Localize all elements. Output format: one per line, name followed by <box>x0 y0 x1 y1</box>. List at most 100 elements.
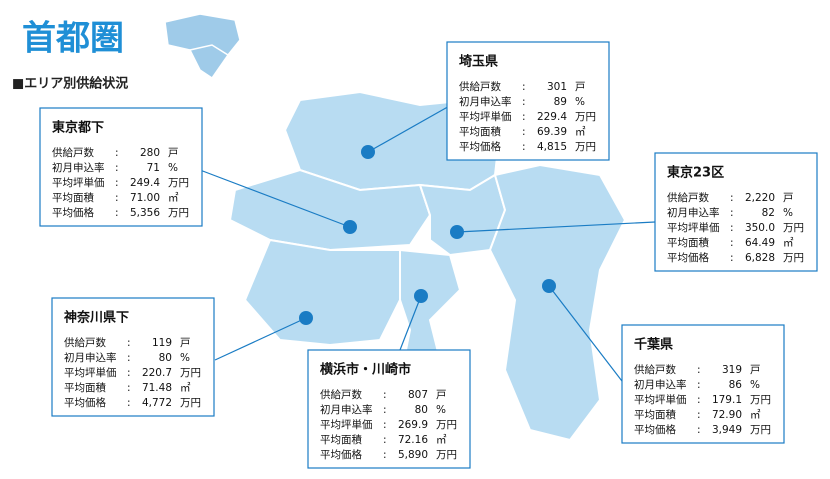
row-unit: % <box>783 207 793 219</box>
row-label: 平均価格 <box>667 251 709 264</box>
row-label: 初月申込率 <box>320 403 373 416</box>
row-unit: ㎡ <box>168 192 179 204</box>
region-name: 千葉県 <box>634 337 673 353</box>
info-box <box>621 324 785 444</box>
row-unit: ㎡ <box>180 382 191 394</box>
row-label: 平均坪単価 <box>52 176 105 189</box>
row-value: 179.1 <box>712 394 742 406</box>
row-label: 平均価格 <box>52 206 94 219</box>
row-value: 72.16 <box>398 434 428 446</box>
row-colon: : <box>127 337 131 349</box>
row-colon: : <box>383 449 387 461</box>
region-dot <box>542 279 556 293</box>
row-label: 平均坪単価 <box>634 393 687 406</box>
info-box <box>307 349 471 469</box>
row-colon: : <box>127 397 131 409</box>
row-value: 4,772 <box>142 397 172 409</box>
row-unit: 万円 <box>575 111 596 123</box>
leader-line <box>399 295 422 351</box>
row-label: 平均面積 <box>320 433 362 446</box>
row-colon: : <box>730 252 734 264</box>
row-colon: : <box>383 404 387 416</box>
row-colon: : <box>383 389 387 401</box>
row-value: 64.49 <box>745 237 775 249</box>
row-unit: 戸 <box>783 192 794 204</box>
row-label: 平均価格 <box>64 396 106 409</box>
row-colon: : <box>730 222 734 234</box>
region-name: 神奈川県下 <box>64 310 129 326</box>
row-value: 4,815 <box>537 141 567 153</box>
row-colon: : <box>697 379 701 391</box>
info-box <box>654 152 818 272</box>
row-value: 249.4 <box>130 177 160 189</box>
row-colon: : <box>522 126 526 138</box>
row-label: 平均面積 <box>667 236 709 249</box>
row-colon: : <box>522 111 526 123</box>
row-value: 72.90 <box>712 409 742 421</box>
row-value: 119 <box>152 337 172 349</box>
region-dot <box>414 289 428 303</box>
leader-line <box>367 99 461 153</box>
row-label: 供給戸数 <box>459 80 501 93</box>
row-colon: : <box>127 382 131 394</box>
row-label: 平均価格 <box>459 140 501 153</box>
row-unit: % <box>575 96 585 108</box>
region-dot <box>299 311 313 325</box>
row-unit: 万円 <box>750 424 771 436</box>
row-colon: : <box>730 237 734 249</box>
info-box <box>39 107 203 227</box>
row-unit: 万円 <box>180 367 201 379</box>
leader-line <box>214 317 307 361</box>
leader-line <box>199 169 351 228</box>
row-value: 80 <box>159 352 172 364</box>
map <box>228 90 627 442</box>
row-label: 供給戸数 <box>320 388 362 401</box>
row-label: 平均面積 <box>459 125 501 138</box>
row-value: 3,949 <box>712 424 742 436</box>
row-unit: 万円 <box>783 222 804 234</box>
region-name: 横浜市・川崎市 <box>320 362 411 378</box>
row-colon: : <box>127 367 131 379</box>
row-unit: 万円 <box>168 207 189 219</box>
row-unit: 戸 <box>750 364 761 376</box>
row-colon: : <box>115 177 119 189</box>
row-unit: % <box>750 379 760 391</box>
row-value: 5,356 <box>130 207 160 219</box>
row-colon: : <box>383 419 387 431</box>
row-value: 71 <box>147 162 160 174</box>
row-colon: : <box>697 394 701 406</box>
row-unit: ㎡ <box>575 126 586 138</box>
row-unit: ㎡ <box>783 237 794 249</box>
row-value: 71.48 <box>142 382 172 394</box>
row-unit: 万円 <box>436 419 457 431</box>
row-colon: : <box>522 96 526 108</box>
row-unit: % <box>168 162 178 174</box>
region-name: 東京23区 <box>667 165 724 181</box>
info-box <box>446 41 610 161</box>
row-colon: : <box>697 409 701 421</box>
row-label: 初月申込率 <box>52 161 105 174</box>
row-colon: : <box>522 141 526 153</box>
region-name: 埼玉県 <box>459 54 498 70</box>
row-label: 供給戸数 <box>64 336 106 349</box>
row-colon: : <box>115 207 119 219</box>
row-value: 269.9 <box>398 419 428 431</box>
row-value: 350.0 <box>745 222 775 234</box>
row-label: 供給戸数 <box>667 191 709 204</box>
row-unit: ㎡ <box>750 409 761 421</box>
title: 首都圏 <box>22 19 124 59</box>
row-colon: : <box>697 364 701 376</box>
row-value: 80 <box>415 404 428 416</box>
row-unit: 万円 <box>750 394 771 406</box>
info-box <box>51 297 215 417</box>
row-value: 319 <box>722 364 742 376</box>
row-unit: 戸 <box>180 337 191 349</box>
row-colon: : <box>730 192 734 204</box>
row-value: 301 <box>547 81 567 93</box>
row-value: 5,890 <box>398 449 428 461</box>
title-icon <box>164 13 241 80</box>
row-unit: 万円 <box>168 177 189 189</box>
row-value: 2,220 <box>745 192 775 204</box>
row-label: 平均坪単価 <box>64 366 117 379</box>
row-colon: : <box>697 424 701 436</box>
